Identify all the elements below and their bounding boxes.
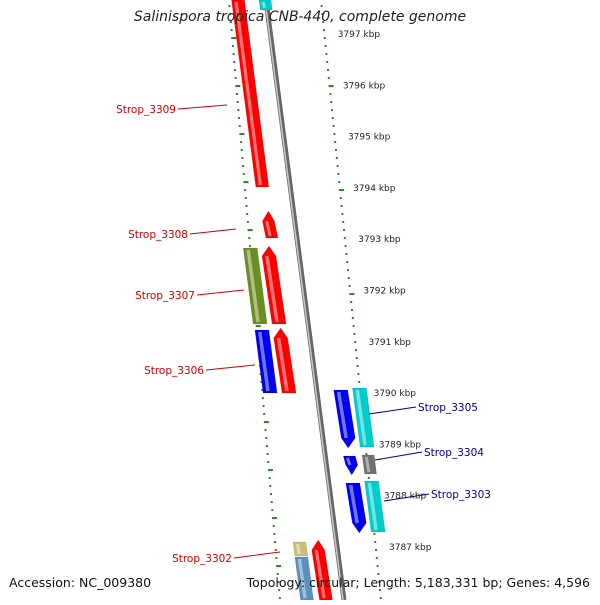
gene-strop-3307-shine xyxy=(246,249,260,323)
gene-strop-3306 xyxy=(254,329,278,394)
gene-strop-3306-red-a xyxy=(261,245,287,325)
accession-text: Accession: NC_009380 xyxy=(9,575,152,590)
scale-label: 3794 kbp xyxy=(353,184,396,194)
gene-strop-3304-blue-shine xyxy=(346,457,352,466)
gene-strop-3302-shine xyxy=(314,549,326,599)
gene-strop-3303-shine xyxy=(367,482,378,531)
scale-label: 3793 kbp xyxy=(358,235,401,245)
scale-label: 3796 kbp xyxy=(343,81,386,91)
gene-strop-3305-shine xyxy=(355,389,367,446)
gene-strop-3306-red-a-shine xyxy=(265,255,279,323)
callout-line xyxy=(383,493,430,502)
gene-strop-3308-shine xyxy=(265,220,272,237)
backbone-highlight xyxy=(264,0,344,601)
gene-strop-3308 xyxy=(262,210,279,239)
callout-line xyxy=(177,104,228,110)
backbone-line xyxy=(263,0,347,601)
callout-line xyxy=(205,364,256,371)
gene-label[interactable]: Strop_3305 xyxy=(418,402,478,414)
gene-fragment-top-shine xyxy=(261,1,266,9)
scale-labels: 3797 kbp 3796 kbp 3795 kbp 3794 kbp 3793 kbp… xyxy=(338,30,432,553)
scale-label: 3795 kbp xyxy=(348,133,391,143)
gene-label[interactable]: Strop_3308 xyxy=(128,229,188,241)
callout-line xyxy=(196,289,245,296)
gene-strop-3302-khaki-shine xyxy=(295,543,301,555)
scale-label: 3789 kbp xyxy=(379,440,422,450)
gene-strop-3303-blue-shine xyxy=(348,484,359,524)
gene-label[interactable]: Strop_3304 xyxy=(424,447,484,459)
gene-label[interactable]: Strop_3307 xyxy=(135,290,195,302)
gene-callouts: Strop_3309 Strop_3308 Strop_3307 Strop_3306… xyxy=(116,104,491,565)
scale-label: 3787 kbp xyxy=(389,543,432,553)
callout-line xyxy=(368,406,417,415)
gene-strop-3305 xyxy=(352,387,375,448)
gene-strop-3309 xyxy=(231,0,270,188)
scale-label: 3788 kbp xyxy=(384,492,427,502)
gene-strop-3306-red-b xyxy=(273,327,297,394)
gene-strop-3302-blue-shine xyxy=(297,558,307,599)
callout-line xyxy=(233,551,281,559)
gene-strop-3304 xyxy=(361,454,377,475)
map-title: Salinispora tropica CNB-440, complete ge… xyxy=(133,9,467,25)
callout-line xyxy=(189,228,237,235)
scale-label: 3792 kbp xyxy=(363,287,406,297)
gene-label[interactable]: Strop_3303 xyxy=(431,489,491,501)
gene-strop-3305-blue-shine xyxy=(336,391,348,439)
gene-strop-3305-blue xyxy=(333,389,356,449)
gene-label[interactable]: Strop_3306 xyxy=(144,365,204,377)
gene-label[interactable]: Strop_3309 xyxy=(116,104,176,116)
gene-strop-3304-blue xyxy=(342,455,359,476)
scale-label: 3797 kbp xyxy=(338,30,381,40)
gene-strop-3307 xyxy=(242,247,268,325)
callout-line xyxy=(374,451,423,461)
gene-fragment-top xyxy=(258,0,273,11)
gene-label[interactable]: Strop_3302 xyxy=(172,553,232,565)
gene-strop-3303 xyxy=(364,480,386,533)
gene-strop-3306-shine xyxy=(258,331,270,392)
gene-strop-3304-shine xyxy=(364,456,371,473)
scale-label: 3790 kbp xyxy=(374,389,417,399)
gene-strop-3302-khaki xyxy=(292,541,309,557)
gene-strop-3303-blue xyxy=(345,482,367,534)
scale-label: 3791 kbp xyxy=(368,338,411,348)
gene-features xyxy=(231,0,386,601)
gene-strop-3309-shine xyxy=(234,1,262,186)
genome-backbone xyxy=(263,0,347,601)
topology-text: Topology: circular; Length: 5,183,331 bp… xyxy=(246,575,590,590)
gene-strop-3306-red-b-shine xyxy=(276,337,289,392)
